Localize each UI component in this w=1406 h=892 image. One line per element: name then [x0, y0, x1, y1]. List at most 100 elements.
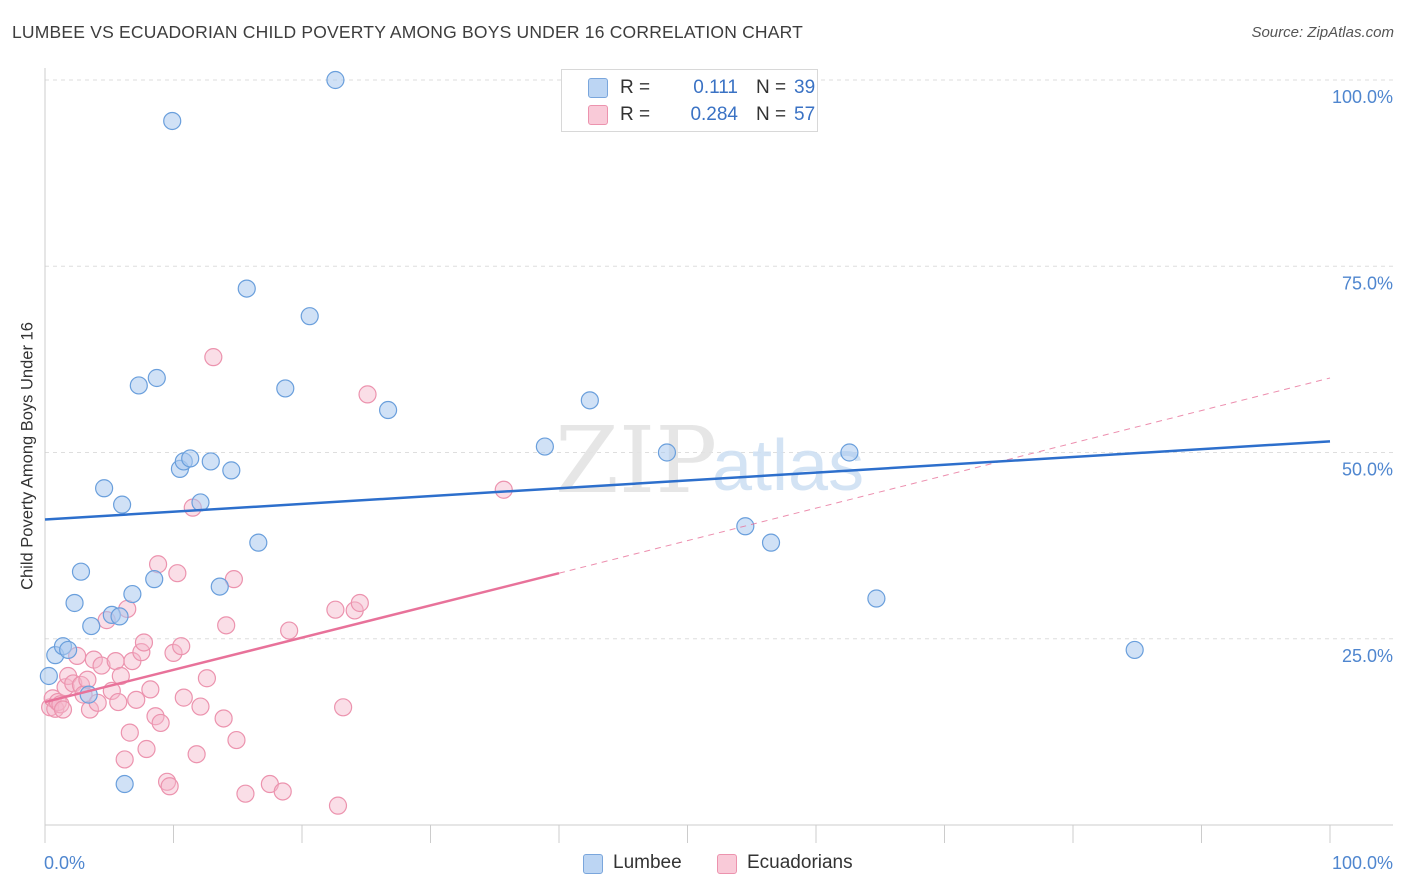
ecuadorian-point	[328, 796, 348, 815]
y-tick-label: 75.0%	[1342, 273, 1393, 293]
lumbee-point	[39, 666, 58, 686]
ecuadorian-point	[334, 698, 353, 717]
ecuadorian-point	[191, 697, 210, 716]
lumbee-point	[1125, 640, 1144, 660]
ecuadorian-point	[280, 621, 299, 640]
lumbee-point	[147, 368, 166, 388]
lumbee-point	[867, 589, 886, 608]
ecuadorian-point	[224, 570, 243, 589]
ecuadorian-point	[358, 385, 377, 404]
lumbee-point	[95, 479, 114, 498]
ecuadorian-point	[350, 593, 369, 613]
ecuadorian-point	[217, 616, 236, 635]
r-value: 0.111	[693, 77, 738, 98]
lumbee-point	[123, 584, 142, 604]
ecuadorian-point	[164, 643, 183, 663]
n-label: N =	[756, 77, 787, 98]
data-points	[39, 70, 1144, 815]
ecuadorian-point	[160, 777, 179, 796]
lumbee-point	[129, 376, 148, 395]
lumbee-point	[112, 495, 132, 514]
trend-lines	[44, 377, 1331, 704]
lumbee-point	[181, 449, 200, 468]
chart-title: LUMBEE VS ECUADORIAN CHILD POVERTY AMONG…	[12, 22, 804, 42]
stats-legend: R = 0.111 N = 39 R = 0.284 N = 57	[561, 69, 818, 132]
ecuadorian-point	[92, 656, 111, 675]
ecuadorian-point	[168, 564, 187, 583]
y-tick-label: 100.0%	[1332, 87, 1393, 107]
ecuadorian-point	[204, 348, 223, 367]
watermark-zip: ZIP	[555, 407, 717, 514]
ecuadorian-point	[64, 674, 83, 693]
ecuadorian-point	[227, 730, 246, 750]
ecuadorian-point	[187, 745, 206, 764]
lumbee-point	[71, 562, 91, 581]
axes	[44, 68, 1393, 843]
lumbee-trend-line	[44, 440, 1331, 521]
ecuadorian-point	[273, 782, 292, 801]
lumbee-label: Lumbee	[613, 852, 682, 873]
ecuadorian-point	[151, 713, 170, 733]
ecuadorian-point	[326, 600, 345, 619]
ecuadorian-point	[236, 784, 255, 803]
lumbee-point	[163, 111, 182, 131]
grid-lines	[45, 79, 1393, 640]
ecuadorian-point	[214, 709, 233, 728]
lumbee-point	[840, 443, 859, 462]
ecuadorian-point	[134, 633, 154, 652]
x-tick-label: 0.0%	[44, 853, 85, 873]
lumbee-point	[326, 70, 345, 90]
ecuadorian-point	[174, 688, 193, 707]
lumbee-point	[201, 452, 220, 471]
ecuadorian-point	[172, 637, 191, 656]
tick-labels: 100.0% 75.0% 50.0% 25.0% 0.0% 100.0%	[44, 87, 1393, 873]
ecuadorian-point	[53, 700, 73, 719]
r-label: R =	[620, 104, 651, 125]
ecuadorian-trend-extension	[558, 377, 1331, 574]
y-tick-label: 25.0%	[1342, 646, 1393, 666]
ecuadorians-label: Ecuadorians	[747, 852, 853, 873]
source-label: Source: ZipAtlas.com	[1251, 24, 1394, 41]
ecuadorian-point	[137, 739, 156, 759]
ecuadorian-point	[127, 690, 146, 709]
watermark: ZIP atlas	[555, 407, 864, 514]
lumbee-point	[535, 437, 554, 456]
lumbee-point	[657, 443, 677, 462]
ecuadorians-swatch	[588, 105, 608, 125]
x-tick-label: 100.0%	[1332, 853, 1393, 873]
lumbee-point	[378, 400, 398, 420]
lumbee-point	[191, 493, 210, 512]
lumbee-point	[276, 379, 295, 398]
lumbee-point	[59, 640, 78, 660]
ecuadorian-point	[141, 680, 160, 699]
n-label: N =	[756, 104, 787, 125]
lumbee-point	[210, 577, 229, 596]
ecuadorians-swatch	[717, 854, 737, 874]
lumbee-point	[145, 570, 164, 589]
lumbee-point	[237, 279, 256, 298]
n-value: 39	[794, 77, 816, 98]
ecuadorian-point	[494, 480, 513, 499]
lumbee-point	[115, 774, 134, 794]
lumbee-point	[249, 533, 268, 552]
lumbee-swatch	[588, 78, 608, 98]
ecuadorian-trend-line	[44, 571, 560, 704]
ecuadorian-point	[115, 750, 134, 769]
r-value: 0.284	[690, 104, 738, 125]
lumbee-point	[761, 533, 781, 552]
watermark-atlas: atlas	[712, 426, 864, 506]
lumbee-point	[580, 391, 599, 410]
lumbee-point	[222, 461, 241, 480]
ecuadorian-point	[197, 669, 217, 688]
lumbee-swatch	[583, 854, 603, 874]
lumbee-point	[65, 593, 84, 613]
ecuadorian-point	[111, 666, 130, 686]
ecuadorian-point	[148, 555, 168, 574]
ecuadorian-point	[109, 692, 128, 712]
r-label: R =	[620, 77, 651, 98]
ecuadorian-point	[120, 723, 139, 742]
lumbee-point	[300, 307, 319, 326]
lumbee-point	[110, 607, 129, 626]
n-value: 57	[794, 104, 816, 125]
